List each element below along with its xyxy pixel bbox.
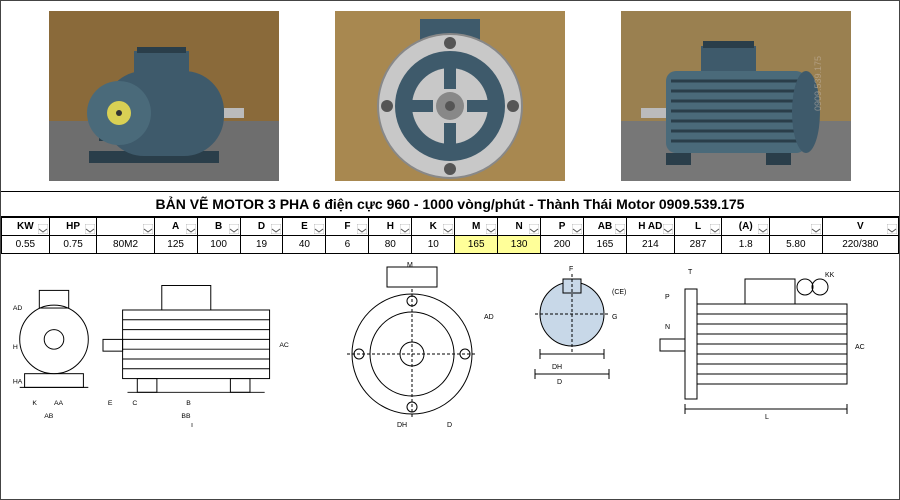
col-header[interactable]: L (674, 218, 722, 236)
svg-text:AC: AC (855, 344, 865, 351)
spec-cell: 10 (412, 236, 455, 254)
spec-cell: 214 (626, 236, 674, 254)
spec-table-header-row: KWHPABDEFHKMNPABH ADL(A)V (2, 218, 899, 236)
svg-text:G: G (612, 314, 617, 321)
col-header[interactable]: H (369, 218, 412, 236)
svg-text:C: C (132, 400, 137, 407)
spec-table-data-row: 0.550.7580M21251001940680101651302001652… (2, 236, 899, 254)
col-header[interactable]: V (822, 218, 898, 236)
spec-cell: 125 (154, 236, 197, 254)
svg-text:B: B (186, 400, 191, 407)
spec-cell: 19 (240, 236, 283, 254)
spec-cell: 6 (326, 236, 369, 254)
spec-cell: 40 (283, 236, 326, 254)
col-header[interactable]: KW (2, 218, 50, 236)
svg-text:L: L (765, 414, 769, 421)
product-photo-row: 0909.539.175 (1, 1, 899, 191)
spec-cell: 130 (498, 236, 541, 254)
col-header[interactable]: M (455, 218, 498, 236)
motor-photo-flange (335, 11, 565, 181)
svg-text:AA: AA (54, 400, 64, 407)
svg-text:M: M (407, 262, 413, 269)
spec-cell: 80M2 (97, 236, 154, 254)
engineering-drawings-row: AD H HA K AA AB E C B BB L AC (1, 254, 899, 434)
svg-text:T: T (688, 269, 693, 276)
col-header[interactable]: H AD (626, 218, 674, 236)
svg-text:DH: DH (397, 422, 407, 429)
col-header[interactable]: K (412, 218, 455, 236)
spec-cell: 100 (197, 236, 240, 254)
col-header[interactable]: B (197, 218, 240, 236)
svg-text:DH: DH (552, 364, 562, 371)
svg-text:HA: HA (13, 378, 23, 385)
spec-cell: 80 (369, 236, 412, 254)
svg-text:D: D (557, 379, 562, 386)
spec-cell: 200 (541, 236, 584, 254)
svg-text:P: P (665, 294, 670, 301)
col-header[interactable]: F (326, 218, 369, 236)
svg-text:E: E (108, 400, 113, 407)
spec-title: BẢN VẼ MOTOR 3 PHA 6 điện cực 960 - 1000… (1, 191, 899, 217)
spec-cell: 287 (674, 236, 722, 254)
svg-text:KK: KK (825, 272, 835, 279)
svg-text:AD: AD (484, 314, 494, 321)
spec-table: KWHPABDEFHKMNPABH ADL(A)V 0.550.7580M212… (1, 217, 899, 254)
svg-text:L: L (191, 422, 195, 427)
spec-cell: 165 (455, 236, 498, 254)
watermark-text: 0909.539.175 (813, 56, 823, 111)
spec-cell: 0.55 (2, 236, 50, 254)
svg-text:AB: AB (44, 412, 54, 419)
spec-cell: 220/380 (822, 236, 898, 254)
spec-cell: 0.75 (49, 236, 97, 254)
spec-cell: 165 (584, 236, 627, 254)
svg-text:BB: BB (181, 412, 191, 419)
col-header[interactable]: A (154, 218, 197, 236)
svg-text:AD: AD (13, 305, 23, 312)
col-header[interactable]: N (498, 218, 541, 236)
col-header[interactable]: E (283, 218, 326, 236)
drawing-flange-front: M AD DH D (323, 259, 511, 429)
svg-text:AC: AC (279, 342, 289, 349)
col-header[interactable]: (A) (722, 218, 770, 236)
spec-cell: 1.8 (722, 236, 770, 254)
col-header[interactable]: HP (49, 218, 97, 236)
col-header[interactable]: AB (584, 218, 627, 236)
col-header[interactable] (97, 218, 154, 236)
svg-text:F: F (569, 266, 573, 273)
svg-text:D: D (447, 422, 452, 429)
svg-text:N: N (665, 324, 670, 331)
motor-photo-side (49, 11, 279, 181)
svg-text:K: K (32, 400, 37, 407)
drawing-foot-mount: AD H HA K AA AB E C B BB L AC (5, 259, 319, 429)
svg-text:H: H (13, 344, 18, 351)
col-header[interactable]: D (240, 218, 283, 236)
drawing-flange-side: T KK P N AC L (644, 259, 895, 429)
col-header[interactable]: P (541, 218, 584, 236)
motor-photo-iso: 0909.539.175 (621, 11, 851, 181)
svg-text:(CE): (CE) (612, 289, 626, 296)
col-header[interactable] (770, 218, 822, 236)
spec-cell: 5.80 (770, 236, 822, 254)
drawing-shaft-detail: F (CE) G DH D (515, 259, 640, 429)
